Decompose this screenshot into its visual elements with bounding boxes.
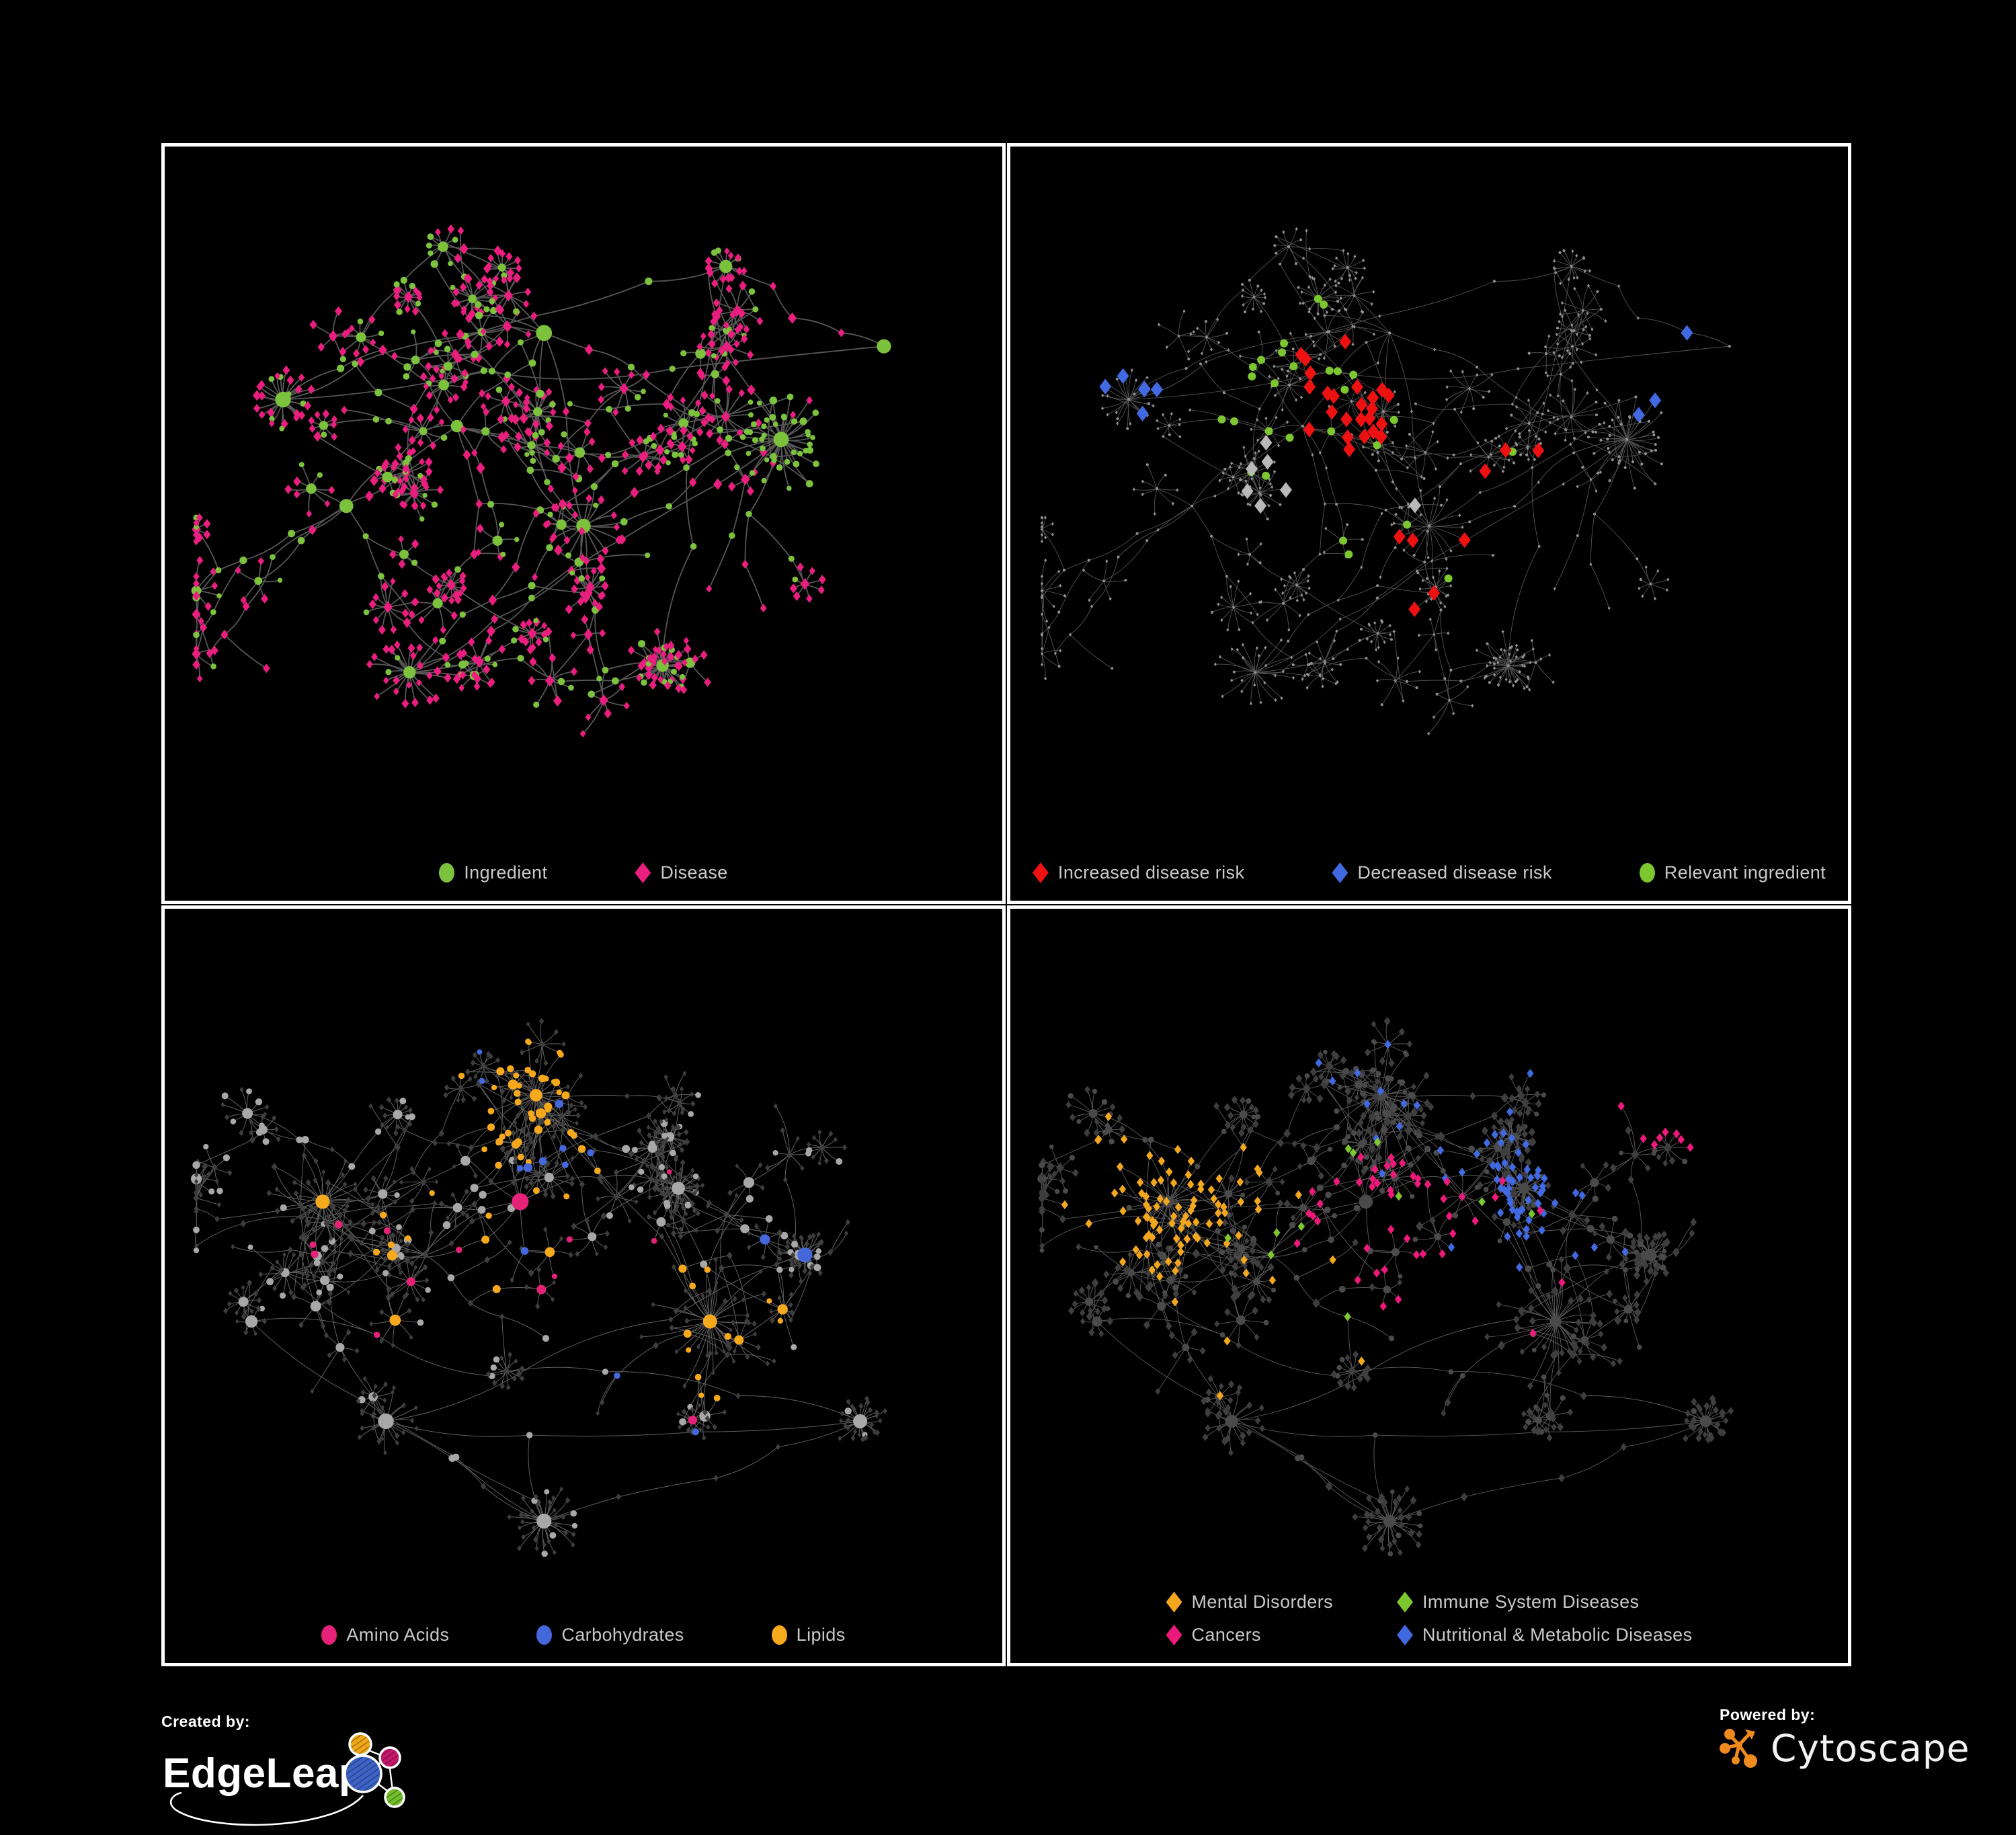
edgeleap-credit: Created by: EdgeLeap <box>161 1713 444 1835</box>
legend-marker-circle <box>321 1625 337 1645</box>
graph-nodes <box>191 224 891 738</box>
legend-label: Ingredient <box>464 862 548 883</box>
edgeleap-swoosh <box>169 1791 364 1826</box>
legend-item: Amino Acids <box>321 1625 449 1645</box>
legend-item: Mental Disorders <box>1166 1592 1333 1613</box>
edgeleap-logo: EdgeLeap <box>163 1732 405 1826</box>
legend-marker-diamond <box>1332 862 1348 883</box>
panel-disease-risk-network: Increased disease risk Decreased disease … <box>1007 143 1851 904</box>
legend-label: Relevant ingredient <box>1664 862 1826 883</box>
panel-nutrient-classes-network: Amino Acids Carbohydrates Lipids <box>161 905 1006 1666</box>
legend-item: Disease <box>635 862 727 883</box>
footer: Created by: EdgeLeap <box>0 1694 2016 1826</box>
legend-item: Increased disease risk <box>1032 862 1245 883</box>
legend-marker-circle <box>439 863 455 883</box>
cytoscape-icon <box>1720 1729 1757 1768</box>
cytoscape-credit: Powered by: Cytosc <box>1720 1706 1970 1770</box>
legend-label: Immune System Diseases <box>1422 1592 1640 1612</box>
legend-label: Mental Disorders <box>1191 1592 1333 1612</box>
legend-label: Amino Acids <box>346 1625 450 1645</box>
powered-by-label: Powered by: <box>1720 1706 1816 1723</box>
legend-label: Increased disease risk <box>1057 862 1245 883</box>
legend-label: Nutritional & Metabolic Diseases <box>1422 1625 1693 1645</box>
legend-item: Immune System Diseases <box>1397 1592 1692 1613</box>
edgeleap-wordmark: EdgeLeap <box>163 1750 364 1797</box>
edgeleap-graph-nodes <box>344 1732 405 1808</box>
legend-marker-circle <box>1639 863 1655 883</box>
network-graph-nutrient-classes <box>190 1018 888 1557</box>
network-graph-disease-categories <box>1037 1016 1734 1557</box>
legend-marker-diamond <box>635 862 651 883</box>
legend-marker-circle <box>536 1625 553 1645</box>
created-by-label: Created by: <box>161 1713 251 1730</box>
panel-disease-categories-network: Mental Disorders Immune System Diseases Ca… <box>1007 905 1851 1666</box>
network-graph-disease-risk <box>1040 227 1731 736</box>
legend-item: Carbohydrates <box>536 1625 684 1645</box>
graph-edges <box>1041 229 1730 734</box>
legend-marker-diamond <box>1166 1592 1182 1613</box>
legend-marker-diamond <box>1397 1592 1413 1613</box>
legend-marker-diamond <box>1397 1625 1413 1645</box>
legend-label: Carbohydrates <box>561 1625 684 1645</box>
legend-nutrient-classes: Amino Acids Carbohydrates Lipids <box>165 1625 1002 1645</box>
legend-item: Relevant ingredient <box>1639 862 1826 883</box>
legend-disease-risk: Increased disease risk Decreased disease … <box>1010 862 1848 883</box>
graph-nodes <box>1040 227 1731 736</box>
cytoscape-wordmark: Cytoscape <box>1771 1727 1970 1770</box>
network-graph-ingredient-disease <box>191 224 891 738</box>
legend-item: Decreased disease risk <box>1332 862 1551 883</box>
legend-label: Disease <box>660 862 728 883</box>
legend-item: Lipids <box>771 1625 846 1645</box>
legend-item: Ingredient <box>439 862 547 883</box>
legend-ingredient-disease: Ingredient Disease <box>165 862 1002 883</box>
panel-ingredient-disease-network: Ingredient Disease <box>161 143 1006 904</box>
legend-marker-diamond <box>1166 1625 1182 1645</box>
legend-disease-categories: Mental Disorders Immune System Diseases Ca… <box>1010 1592 1848 1645</box>
legend-label: Cancers <box>1191 1625 1261 1645</box>
legend-label: Lipids <box>796 1625 846 1645</box>
legend-item: Nutritional & Metabolic Diseases <box>1397 1625 1692 1645</box>
legend-item: Cancers <box>1166 1625 1333 1645</box>
graph-nodes <box>190 1018 888 1557</box>
figure-grid: Ingredient Disease Increased disease risk… <box>161 143 1851 1668</box>
legend-label: Decreased disease risk <box>1357 862 1552 883</box>
graph-nodes <box>1037 1016 1734 1557</box>
legend-marker-circle <box>771 1625 787 1645</box>
legend-marker-diamond <box>1032 862 1049 883</box>
